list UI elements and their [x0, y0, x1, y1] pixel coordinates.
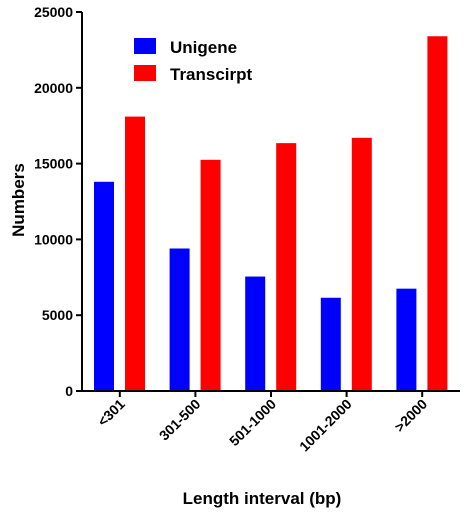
x-tick-label: 1001-2000 — [296, 396, 355, 455]
y-tick-label: 10000 — [34, 231, 73, 247]
bar-transcirpt-1 — [200, 159, 221, 391]
y-tick-label: 0 — [65, 383, 73, 399]
bar-transcirpt-0 — [125, 116, 145, 391]
legend-label-unigene: Unigene — [170, 38, 237, 57]
x-tick-label: >2000 — [391, 396, 430, 435]
bar-unigene-3 — [320, 297, 341, 391]
legend-swatch-transcirpt — [134, 65, 156, 81]
bar-transcirpt-3 — [351, 137, 372, 391]
bar-transcirpt-4 — [427, 36, 448, 391]
bar-unigene-0 — [94, 181, 114, 391]
legend-swatch-unigene — [134, 38, 156, 54]
x-axis-title: Length interval (bp) — [183, 489, 342, 508]
bar-unigene-2 — [245, 276, 266, 391]
x-tick-label: 501-1000 — [226, 396, 279, 449]
y-tick-label: 15000 — [34, 156, 73, 172]
legend-label-transcirpt: Transcirpt — [170, 65, 253, 84]
legend: Unigene Transcirpt — [134, 38, 253, 84]
y-tick-label: 25000 — [34, 4, 73, 20]
x-axis-ticks: <301 301-500 501-1000 1001-2000 >2000 — [94, 391, 430, 454]
y-tick-label: 20000 — [34, 80, 73, 96]
bars-layer — [94, 36, 448, 391]
x-tick-label: <301 — [94, 396, 128, 430]
bar-transcirpt-2 — [276, 143, 297, 391]
bar-unigene-1 — [169, 248, 190, 391]
y-axis-title: Numbers — [9, 163, 28, 237]
y-axis-ticks: 0 5000 10000 15000 20000 25000 — [34, 4, 82, 399]
y-tick-label: 5000 — [42, 307, 73, 323]
x-tick-label: 301-500 — [156, 396, 204, 444]
bar-unigene-4 — [396, 288, 417, 391]
